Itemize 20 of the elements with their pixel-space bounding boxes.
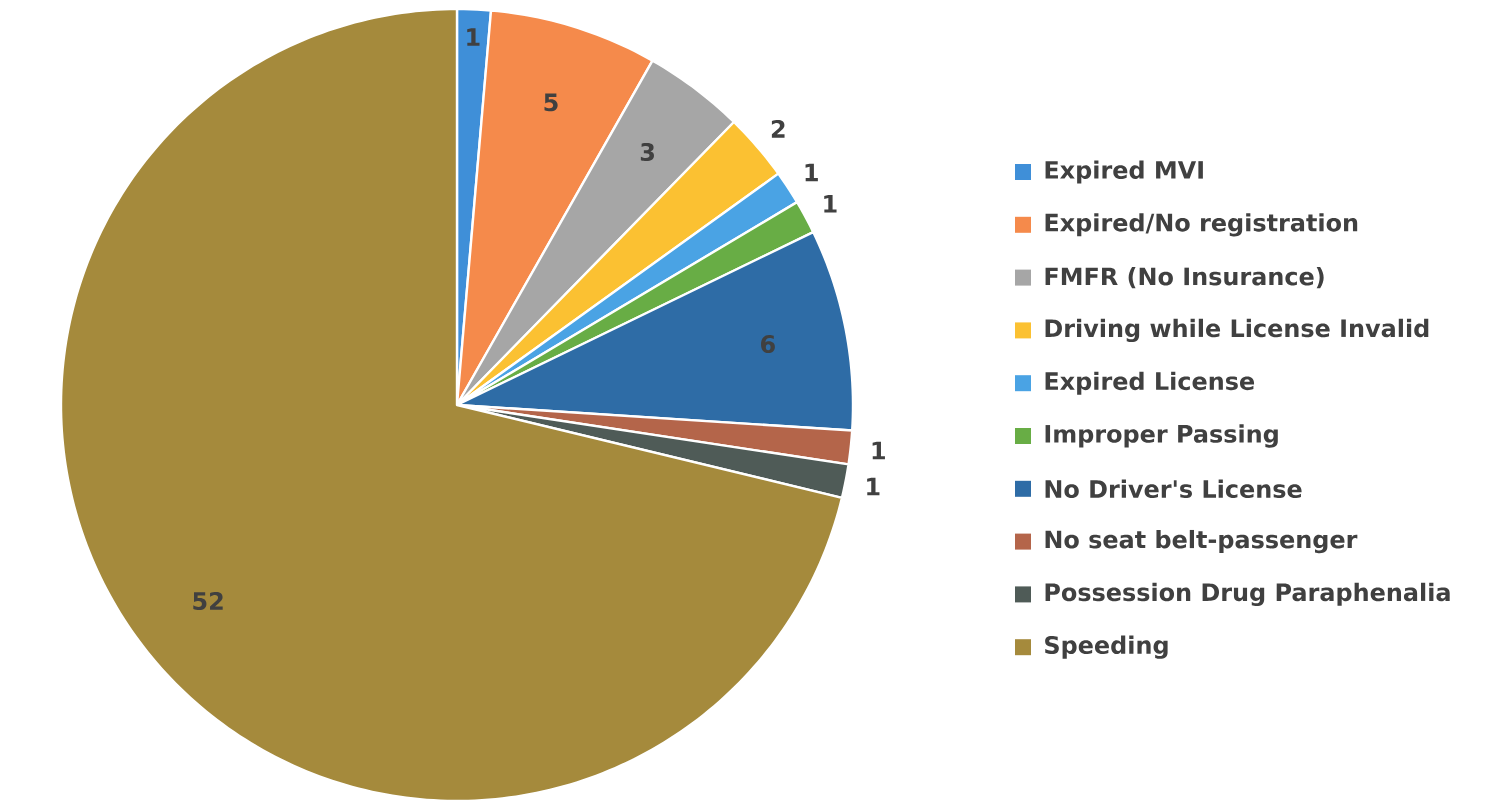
data-label: 2 (771, 119, 785, 138)
data-label: 6 (761, 335, 775, 354)
legend-label: No seat belt-passenger (1045, 529, 1358, 554)
data-label: 1 (872, 441, 885, 460)
legend-label: Expired/No registration (1045, 213, 1358, 237)
legend-label: Speeding (1045, 635, 1168, 659)
data-label: 52 (193, 591, 223, 611)
legend-label: FMFR (No Insurance) (1045, 266, 1324, 289)
data-label: 1 (467, 28, 480, 46)
legend-label: Improper Passing (1045, 424, 1278, 448)
data-label: 1 (867, 477, 880, 496)
legend-label: Expired MVI (1045, 160, 1203, 184)
data-label: 3 (640, 142, 654, 162)
data-label: 5 (544, 93, 558, 112)
data-label: 1 (805, 163, 818, 182)
data-label: 1 (824, 195, 837, 213)
legend-label: Possession Drug Paraphenalia (1045, 582, 1450, 607)
legend-label: No Driver's License (1045, 479, 1302, 499)
legend-label: Driving while License Invalid (1045, 318, 1429, 343)
legend-label: Expired License (1045, 371, 1255, 395)
